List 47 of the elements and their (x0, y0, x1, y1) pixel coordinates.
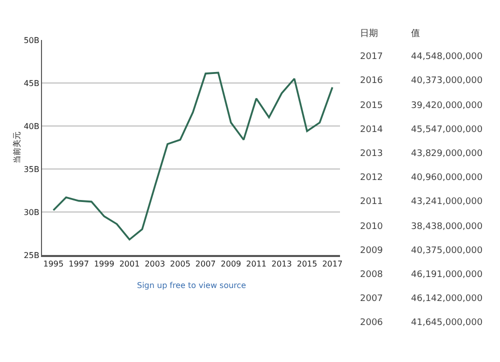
y-tick-label: 45B (24, 78, 40, 88)
line-series (52, 72, 334, 240)
text: 2015 (360, 101, 383, 111)
y-tick-label: 50B (24, 36, 40, 45)
y-axis-title: 当前美元 (12, 132, 22, 164)
text: 值 (411, 28, 420, 39)
text: 43,241,000,000 (411, 197, 483, 207)
text: 39,420,000,000 (411, 101, 483, 111)
text: 40,960,000,000 (411, 173, 483, 183)
x-tick-label: 2001 (119, 259, 140, 268)
text: 2017 (360, 52, 383, 62)
text: 46,142,000,000 (411, 294, 483, 304)
x-tick-label: 1999 (94, 259, 114, 268)
text: 40,375,000,000 (411, 246, 483, 256)
text: 2014 (360, 125, 384, 135)
text: 41,645,000,000 (411, 318, 483, 328)
text: 46,191,000,000 (411, 270, 483, 280)
x-tick-label: 2009 (220, 259, 242, 268)
x-tick-label: 2003 (144, 259, 166, 268)
text: 40,373,000,000 (411, 76, 483, 86)
x-tick-label: 2005 (170, 259, 190, 268)
x-tick-label: 2007 (195, 259, 216, 268)
text: 2009 (360, 246, 384, 256)
text: 2008 (360, 270, 384, 280)
x-tick-label: 1995 (43, 259, 64, 268)
text: 2016 (360, 76, 384, 86)
y-tick-label: 35B (24, 164, 40, 174)
text: 2007 (360, 294, 383, 304)
y-tick-label: 25B (24, 250, 40, 260)
text: 38,438,000,000 (411, 222, 483, 232)
x-tick-label: 1997 (68, 259, 89, 268)
x-tick-label: 2013 (271, 259, 292, 268)
text: 44,548,000,000 (411, 52, 483, 62)
text: 45,547,000,000 (411, 125, 483, 135)
y-tick-label: 40B (24, 122, 40, 131)
text: 2013 (360, 149, 383, 159)
text: 2010 (360, 222, 384, 232)
text: 43,829,000,000 (411, 149, 483, 159)
text: 2011 (360, 197, 383, 207)
y-tick-label: 30B (24, 208, 40, 217)
x-tick-label: 2017 (322, 259, 343, 268)
x-tick-label: 2011 (246, 259, 266, 268)
x-tick-label: 2015 (296, 259, 318, 268)
text: 2012 (360, 173, 383, 183)
text: Sign up free to view source (137, 281, 246, 290)
text: 2006 (360, 318, 384, 328)
text: 日期 (360, 28, 378, 39)
